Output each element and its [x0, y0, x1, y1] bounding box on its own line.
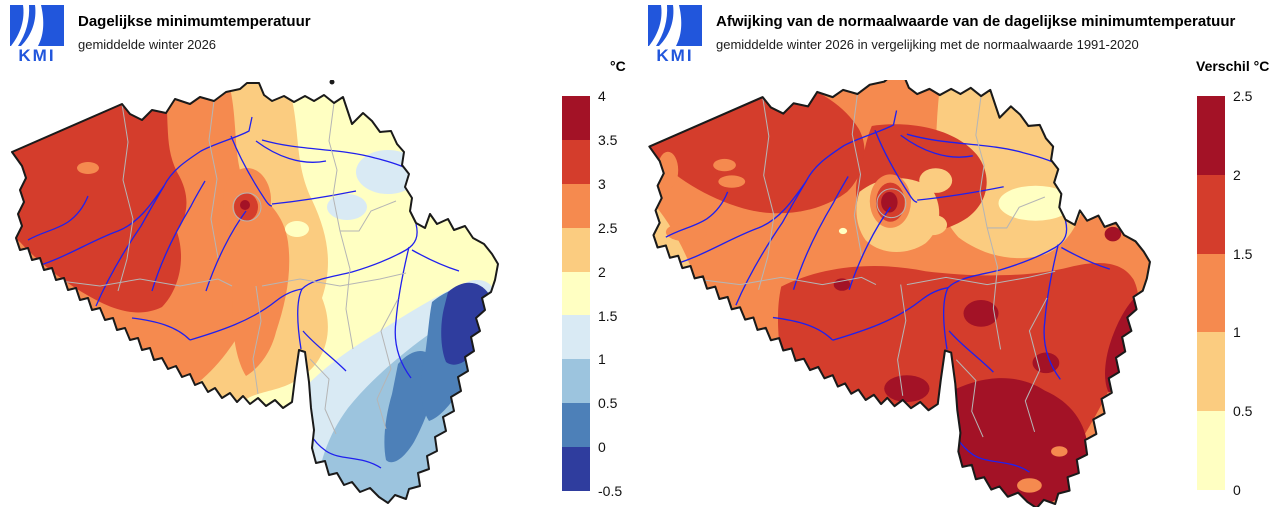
legend-tick-label: 1.5: [598, 307, 618, 324]
anomaly-region: [1032, 352, 1060, 374]
anomaly-region: [665, 222, 708, 242]
temperature-region: [441, 282, 491, 365]
legend-tick-label: 0: [1233, 482, 1241, 498]
legend-tick-label: 1.5: [1233, 245, 1253, 262]
anomaly-region: [884, 375, 930, 402]
legend-tick-label: -0.5: [598, 483, 623, 500]
legend-tick-label: 2.5: [598, 219, 618, 236]
anomaly-region: [1051, 446, 1068, 457]
legend-tick-label: 0.5: [598, 395, 618, 412]
kmi-logo: KMI: [10, 5, 64, 63]
left-map-subtitle: gemiddelde winter 2026: [78, 37, 217, 52]
left-legend: 4 3.5 3 2.5 2 1.5 1 0.5 0 -0.5: [562, 88, 662, 499]
legend-color-block: [562, 403, 590, 448]
map-right-temperature-anomaly: [648, 80, 1151, 507]
anomaly-region: [942, 378, 1089, 507]
temperature-region: [356, 150, 420, 194]
legend-color-block: [562, 96, 590, 140]
belgium-weather-maps: [11, 80, 1151, 507]
anomaly-region: [998, 185, 1073, 221]
legend-color-block: [562, 447, 590, 492]
right-map-subtitle: gemiddelde winter 2026 in vergelijking m…: [716, 37, 1139, 52]
legend-tick-label: 2.5: [1233, 88, 1253, 104]
right-legend-colorbar: [1197, 96, 1225, 490]
anomaly-region: [657, 151, 679, 189]
legend-tick-label: 0.5: [1233, 403, 1253, 420]
temperature-region: [285, 221, 309, 237]
kmi-logo-icon: [648, 5, 702, 46]
kmi-logo-icon: [10, 5, 64, 46]
legend-color-block: [562, 227, 590, 272]
legend-color-block: [562, 315, 590, 360]
legend-tick-label: 3.5: [598, 131, 618, 148]
right-map-title: Afwijking van de normaalwaarde van de da…: [716, 13, 1236, 30]
legend-color-block: [1197, 411, 1225, 490]
legend-color-block: [1197, 332, 1225, 412]
legend-tick-label: 0: [598, 439, 606, 456]
anomaly-region: [838, 227, 848, 235]
left-map-title: Dagelijkse minimumtemperatuur: [78, 13, 311, 30]
legend-color-block: [562, 139, 590, 184]
anomaly-region: [718, 175, 746, 188]
legend-tick-label: 2: [1233, 166, 1241, 183]
anomaly-region: [963, 300, 999, 327]
legend-tick-label: 3: [598, 175, 606, 192]
anomaly-region: [1017, 478, 1042, 493]
legend-color-block: [562, 359, 590, 404]
right-legend: 2.5 2 1.5 1 0.5 0: [1197, 88, 1280, 498]
legend-tick-label: 2: [598, 263, 606, 280]
anomaly-region: [777, 262, 1139, 507]
legend-tick-label: 1: [598, 351, 606, 368]
legend-color-block: [1197, 96, 1225, 175]
anomaly-region: [881, 191, 898, 213]
temperature-region: [240, 200, 250, 210]
anomaly-region: [1082, 119, 1104, 135]
legend-color-block: [562, 183, 590, 228]
anomaly-region: [713, 158, 736, 172]
legend-color-block: [1197, 174, 1225, 254]
legend-tick-label: 1: [1233, 324, 1241, 341]
baarle-exclave-dot: [329, 80, 335, 85]
legend-tick-label: 4: [598, 88, 606, 104]
left-legend-colorbar: [562, 96, 590, 492]
kmi-logo: KMI: [648, 5, 702, 63]
kmi-logo-text: KMI: [18, 46, 55, 63]
left-legend-title: °C: [610, 58, 626, 74]
anomaly-region: [1104, 226, 1122, 242]
right-legend-title: Verschil °C: [1196, 58, 1270, 74]
map-left-minimum-temperature: [11, 80, 499, 504]
temperature-region: [77, 162, 99, 174]
legend-color-block: [562, 271, 590, 316]
kmi-logo-text: KMI: [656, 46, 693, 63]
anomaly-region: [1049, 130, 1058, 137]
legend-color-block: [1197, 253, 1225, 333]
